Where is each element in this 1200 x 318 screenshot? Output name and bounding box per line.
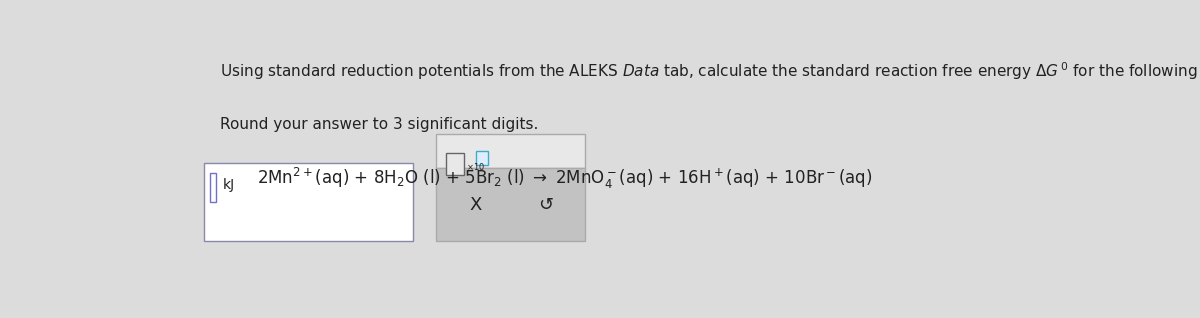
- Text: kJ: kJ: [222, 178, 235, 192]
- Text: $_{\times 10}$: $_{\times 10}$: [467, 160, 485, 173]
- FancyBboxPatch shape: [437, 168, 586, 241]
- Text: 2Mn$^{2+}$(aq) + 8H$_2$O (l) + 5Br$_2$ (l) $\rightarrow$ 2MnO$_4^-$(aq) + 16H$^+: 2Mn$^{2+}$(aq) + 8H$_2$O (l) + 5Br$_2$ (…: [257, 165, 872, 190]
- FancyBboxPatch shape: [437, 134, 586, 168]
- FancyBboxPatch shape: [210, 173, 216, 202]
- Text: Round your answer to 3 significant digits.: Round your answer to 3 significant digit…: [220, 116, 538, 132]
- Text: ↺: ↺: [539, 196, 553, 214]
- FancyBboxPatch shape: [204, 163, 413, 241]
- FancyBboxPatch shape: [475, 151, 487, 165]
- FancyBboxPatch shape: [445, 153, 464, 175]
- Text: Using standard reduction potentials from the ALEKS $\it{Data}$ tab, calculate th: Using standard reduction potentials from…: [220, 60, 1200, 82]
- Text: X: X: [469, 196, 481, 214]
